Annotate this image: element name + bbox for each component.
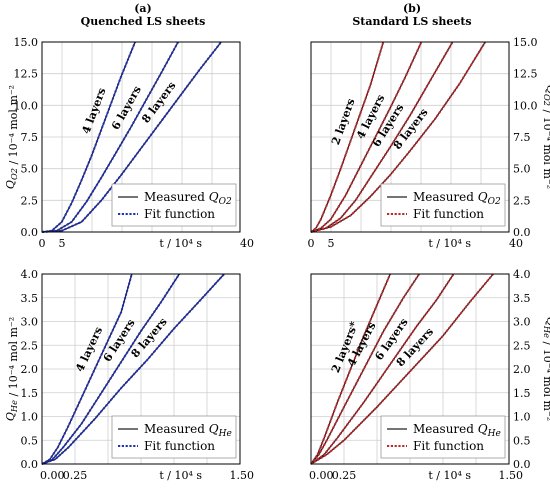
x-axis-label: t / 10⁴ s — [159, 237, 202, 250]
y-tick-label: 2.5 — [513, 339, 531, 352]
x-tick-label: 40 — [240, 237, 254, 250]
left-column-title: Quenched LS sheets — [80, 15, 206, 28]
legend-label-measured: Measured QHe — [413, 422, 501, 439]
fit-curve-1 — [41, 41, 179, 233]
x-tick-label: 5 — [328, 237, 335, 250]
x-tick-label: 0.00 — [309, 469, 334, 482]
y-tick-label: 15.0 — [513, 36, 538, 49]
series-label: 6 layers — [109, 84, 144, 132]
legend-label-fit: Fit function — [144, 439, 215, 453]
y-tick-label: 1.0 — [21, 411, 39, 424]
y-tick-label: 12.5 — [14, 68, 39, 81]
plot-frame — [41, 273, 241, 465]
x-tick-label: 0.00 — [40, 469, 65, 482]
y-tick-label: 3.0 — [21, 316, 39, 329]
y-tick-label: 0.0 — [513, 458, 531, 471]
fit-curve-1 — [41, 273, 181, 465]
y-axis-label: QO2 / 10⁻⁴ mol m⁻² — [541, 85, 550, 189]
x-tick-label: 0 — [39, 237, 46, 250]
legend-box — [380, 415, 506, 459]
x-tick-label: 40 — [509, 237, 523, 250]
plot-frame — [310, 41, 510, 233]
fit-curve-1 — [310, 273, 421, 465]
right-column-title: Standard LS sheets — [352, 15, 472, 28]
right-column-tag: (b) — [402, 2, 422, 15]
legend-box — [111, 415, 237, 459]
legend-label-measured: Measured QO2 — [144, 190, 232, 207]
series-label: 6 layers — [101, 317, 138, 365]
fit-curve-0 — [41, 41, 137, 233]
x-axis-label: t / 10⁴ s — [428, 237, 471, 250]
y-tick-label: 1.0 — [513, 411, 531, 424]
x-tick-label: 0 — [308, 237, 315, 250]
y-tick-label: 4.0 — [21, 268, 39, 281]
measured-curve-0 — [41, 273, 133, 465]
y-tick-label: 0.0 — [513, 226, 531, 239]
fit-curve-2 — [310, 41, 454, 233]
plot-frame — [310, 273, 510, 465]
y-tick-label: 5.0 — [21, 163, 39, 176]
y-axis-label: QHe / 10⁻⁴ mol m⁻² — [4, 317, 20, 421]
x-tick-label: 1.50 — [230, 469, 255, 482]
x-tick-label: 0.25 — [63, 469, 88, 482]
y-tick-label: 0.5 — [513, 434, 531, 447]
fit-curve-3 — [310, 273, 494, 465]
y-tick-label: 3.5 — [21, 292, 39, 305]
y-tick-label: 15.0 — [14, 36, 39, 49]
legend-label-measured: Measured QHe — [144, 422, 232, 439]
left-column-tag: (a) — [134, 2, 152, 15]
fit-curve-3 — [310, 41, 487, 233]
legend-label-fit: Fit function — [413, 439, 484, 453]
y-tick-label: 3.5 — [513, 292, 531, 305]
x-tick-label: 1.50 — [499, 469, 524, 482]
plot-frame — [41, 41, 241, 233]
fit-curve-0 — [310, 41, 385, 233]
series-label: 2 layers — [329, 97, 357, 147]
fit-curve-1 — [310, 41, 423, 233]
y-tick-label: 5.0 — [513, 163, 531, 176]
fit-curve-2 — [41, 41, 222, 233]
y-tick-label: 7.5 — [513, 131, 531, 144]
legend-label-fit: Fit function — [144, 207, 215, 221]
y-tick-label: 7.5 — [21, 131, 39, 144]
y-tick-label: 10.0 — [513, 99, 538, 112]
y-axis-label: QO2 / 10⁻⁴ mol m⁻² — [4, 85, 20, 189]
y-tick-label: 2.5 — [21, 339, 39, 352]
y-tick-label: 0.5 — [21, 434, 39, 447]
fit-curve-2 — [310, 273, 455, 465]
x-tick-label: 0.25 — [332, 469, 357, 482]
y-tick-label: 2.0 — [513, 363, 531, 376]
legend-box — [111, 183, 237, 227]
x-axis-label: t / 10⁴ s — [159, 469, 202, 482]
y-tick-label: 0.0 — [21, 226, 39, 239]
y-tick-label: 12.5 — [513, 68, 538, 81]
y-tick-label: 2.0 — [21, 363, 39, 376]
y-tick-label: 1.5 — [513, 387, 531, 400]
y-tick-label: 1.5 — [21, 387, 39, 400]
fit-curve-2 — [41, 273, 225, 465]
y-axis-label: QHe / 10⁻⁴ mol m⁻² — [541, 317, 550, 421]
y-tick-label: 10.0 — [14, 99, 39, 112]
y-tick-label: 3.0 — [513, 316, 531, 329]
series-label: 4 layers — [80, 86, 109, 136]
y-tick-label: 2.5 — [513, 194, 531, 207]
legend-label-measured: Measured QO2 — [413, 190, 501, 207]
y-tick-label: 0.0 — [21, 458, 39, 471]
fit-curve-0 — [310, 273, 392, 465]
x-axis-label: t / 10⁴ s — [428, 469, 471, 482]
y-tick-label: 4.0 — [513, 268, 531, 281]
y-tick-label: 2.5 — [21, 194, 39, 207]
x-tick-label: 5 — [59, 237, 66, 250]
legend-box — [380, 183, 506, 227]
legend-label-fit: Fit function — [413, 207, 484, 221]
series-label: 4 layers — [73, 325, 105, 374]
